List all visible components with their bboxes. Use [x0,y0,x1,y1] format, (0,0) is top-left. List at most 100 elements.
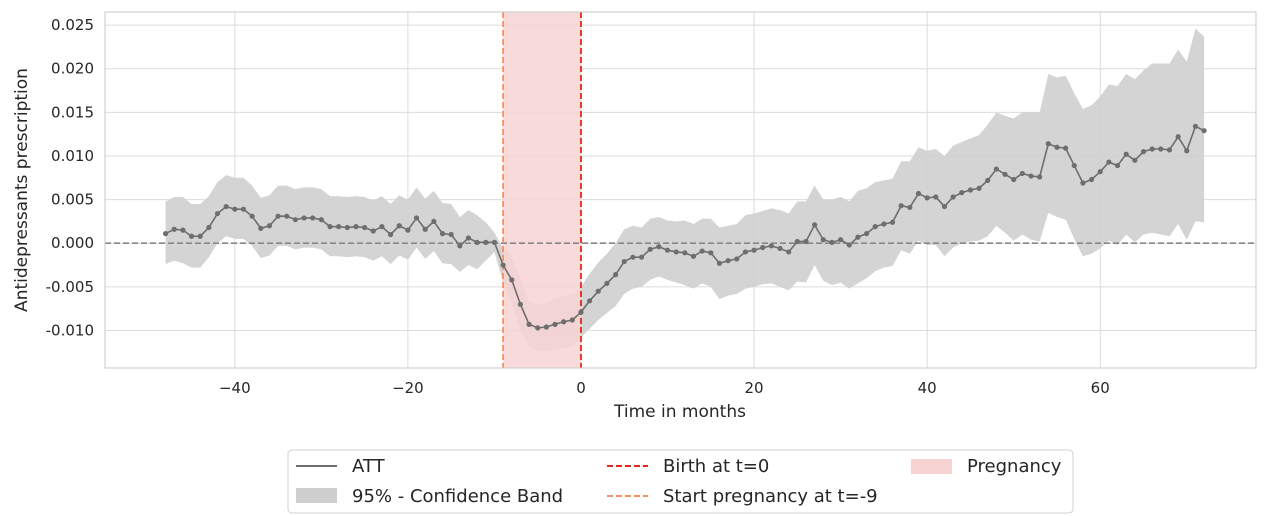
att-point-86 [907,204,913,211]
pregnancy-shade [503,12,581,368]
att-point-35 [465,235,472,241]
att-point-81 [863,231,870,237]
att-point-118 [1184,148,1190,154]
y-tick-label-0: -0.010 [46,321,94,339]
att-point-2 [180,227,186,233]
att-point-68 [751,247,757,253]
y-tick-label-7: 0.025 [51,16,94,34]
att-point-108 [1097,169,1103,175]
att-point-101 [1037,174,1043,180]
att-point-47 [569,317,575,323]
att-point-21 [344,224,350,231]
legend-box [287,449,1074,514]
att-point-3 [188,233,195,239]
att-point-12 [266,223,273,229]
att-point-100 [1028,173,1034,179]
att-point-37 [483,239,489,245]
att-point-115 [1158,146,1164,152]
att-point-66 [734,256,740,262]
x-tick-labels: −40 −20 0 20 40 60 [219,379,1110,397]
y-tick-label-3: 0.005 [51,191,94,209]
att-point-23 [362,224,368,231]
att-point-55 [638,254,645,260]
att-point-105 [1071,162,1077,169]
legend: ATT 95% - Confidence Band Birth at t=0 S… [287,449,1074,514]
att-point-38 [491,239,498,245]
att-point-65 [725,258,731,264]
legend-pregnancy-swatch [911,459,952,474]
x-tick-label-0: −40 [219,379,251,397]
legend-pregnancy-label: Pregnancy [967,456,1062,477]
att-point-85 [898,203,904,209]
att-point-30 [422,226,428,232]
att-point-33 [448,231,454,238]
att-point-50 [595,288,601,294]
att-point-49 [587,298,593,304]
att-point-6 [214,210,221,217]
att-point-44 [543,324,549,330]
att-point-0 [162,231,169,237]
att-point-82 [872,224,878,230]
att-point-83 [881,221,887,227]
legend-band-label: 95% - Confidence Band [352,486,563,507]
att-point-18 [318,217,324,223]
att-point-28 [405,227,411,233]
confidence-band-layer [165,28,1205,352]
vertical-lines-layer [502,12,582,368]
att-point-58 [664,247,671,253]
legend-att-label: ATT [352,456,386,477]
att-point-46 [561,319,567,325]
att-point-64 [716,260,723,266]
att-point-25 [379,224,385,230]
att-point-98 [1011,176,1017,183]
att-point-71 [777,245,783,252]
att-point-103 [1054,144,1060,150]
x-tick-label-1: −20 [392,379,424,397]
y-tick-label-4: 0.010 [51,147,94,165]
x-tick-label-5: 60 [1091,379,1110,397]
x-tick-label-4: 40 [918,379,937,397]
att-point-40 [509,277,515,283]
att-point-117 [1175,134,1181,140]
att-point-13 [275,213,281,219]
att-point-119 [1192,123,1199,129]
att-point-32 [439,231,446,237]
att-point-87 [915,190,922,197]
y-tick-label-1: -0.005 [46,278,94,296]
y-tick-label-5: 0.015 [51,103,94,121]
att-point-114 [1149,146,1155,152]
att-point-7 [223,203,229,210]
att-point-24 [370,228,376,234]
pregnancy-shade-layer [503,12,581,368]
att-point-116 [1166,147,1173,153]
att-point-73 [794,238,800,245]
att-point-94 [976,185,982,191]
att-point-31 [431,218,437,225]
att-point-19 [327,224,333,230]
att-point-26 [387,231,394,238]
att-point-57 [656,244,662,250]
att-point-14 [284,213,290,219]
att-point-61 [690,253,697,259]
att-point-104 [1063,145,1069,151]
att-point-79 [846,242,852,248]
att-point-76 [820,237,826,243]
att-point-56 [647,246,653,252]
att-point-80 [855,234,861,240]
att-point-4 [197,233,203,239]
att-point-96 [993,166,999,172]
att-point-102 [1045,141,1051,147]
x-tick-label-3: 20 [745,379,764,397]
att-point-112 [1132,157,1138,163]
att-point-11 [258,225,264,231]
att-point-89 [933,194,939,200]
att-point-109 [1106,159,1112,165]
att-point-84 [889,219,896,225]
x-tick-label-2: 0 [576,379,586,397]
att-point-110 [1114,162,1121,169]
legend-start-label: Start pregnancy at t=-9 [663,486,878,507]
att-point-5 [206,224,212,231]
att-point-1 [171,226,177,232]
att-point-97 [1002,171,1008,177]
att-point-69 [760,244,766,251]
